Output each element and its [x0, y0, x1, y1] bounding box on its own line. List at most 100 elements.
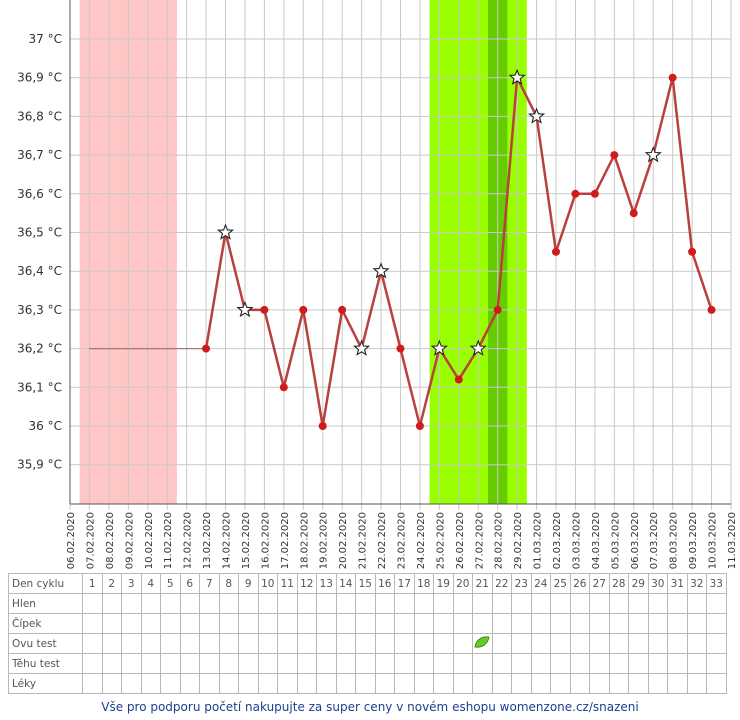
- table-cell[interactable]: [335, 653, 356, 674]
- table-cell[interactable]: [647, 673, 668, 694]
- table-cell[interactable]: [394, 653, 415, 674]
- table-cell[interactable]: [335, 633, 356, 654]
- table-cell[interactable]: [530, 593, 551, 614]
- table-cell[interactable]: [296, 673, 317, 694]
- table-cell[interactable]: [452, 593, 473, 614]
- table-cell[interactable]: [511, 653, 532, 674]
- table-cell[interactable]: 22: [491, 573, 512, 594]
- table-cell[interactable]: [374, 673, 395, 694]
- table-cell[interactable]: [218, 593, 239, 614]
- table-cell[interactable]: [667, 673, 688, 694]
- table-cell[interactable]: [413, 613, 434, 634]
- table-cell[interactable]: [433, 653, 454, 674]
- table-cell[interactable]: [491, 593, 512, 614]
- table-cell[interactable]: 19: [433, 573, 454, 594]
- table-cell[interactable]: [160, 593, 181, 614]
- table-cell[interactable]: [550, 653, 571, 674]
- table-cell[interactable]: 33: [706, 573, 727, 594]
- table-cell[interactable]: [433, 593, 454, 614]
- table-cell[interactable]: [199, 593, 220, 614]
- table-cell[interactable]: [433, 673, 454, 694]
- table-cell[interactable]: [667, 593, 688, 614]
- table-cell[interactable]: [218, 653, 239, 674]
- table-cell[interactable]: [82, 673, 103, 694]
- table-cell[interactable]: [101, 613, 122, 634]
- table-cell[interactable]: 16: [374, 573, 395, 594]
- table-cell[interactable]: [394, 613, 415, 634]
- table-cell[interactable]: [160, 653, 181, 674]
- table-cell[interactable]: [667, 653, 688, 674]
- table-cell[interactable]: [257, 633, 278, 654]
- table-cell[interactable]: [530, 653, 551, 674]
- table-cell[interactable]: 9: [238, 573, 259, 594]
- table-cell[interactable]: [511, 593, 532, 614]
- table-cell[interactable]: [569, 613, 590, 634]
- table-cell[interactable]: [140, 653, 161, 674]
- table-cell[interactable]: [608, 593, 629, 614]
- table-cell[interactable]: [589, 613, 610, 634]
- table-cell[interactable]: 32: [686, 573, 707, 594]
- table-cell[interactable]: 14: [335, 573, 356, 594]
- table-cell[interactable]: [199, 633, 220, 654]
- table-cell[interactable]: [199, 613, 220, 634]
- table-cell[interactable]: [140, 633, 161, 654]
- table-cell[interactable]: [355, 593, 376, 614]
- table-cell[interactable]: [491, 673, 512, 694]
- table-cell[interactable]: 26: [569, 573, 590, 594]
- table-cell[interactable]: [686, 593, 707, 614]
- table-cell[interactable]: [218, 673, 239, 694]
- table-cell[interactable]: 21: [472, 573, 493, 594]
- table-cell[interactable]: 2: [101, 573, 122, 594]
- table-cell[interactable]: [277, 673, 298, 694]
- table-cell[interactable]: [296, 633, 317, 654]
- table-cell[interactable]: [335, 613, 356, 634]
- table-cell[interactable]: [218, 633, 239, 654]
- table-cell[interactable]: [608, 633, 629, 654]
- table-cell[interactable]: [608, 653, 629, 674]
- table-cell[interactable]: [608, 673, 629, 694]
- table-cell[interactable]: [433, 633, 454, 654]
- table-cell[interactable]: [491, 613, 512, 634]
- table-cell[interactable]: [296, 593, 317, 614]
- table-cell[interactable]: [238, 673, 259, 694]
- table-cell[interactable]: [530, 673, 551, 694]
- table-cell[interactable]: [277, 593, 298, 614]
- table-cell[interactable]: [121, 673, 142, 694]
- table-cell[interactable]: [647, 653, 668, 674]
- table-cell[interactable]: [140, 613, 161, 634]
- table-cell[interactable]: [82, 593, 103, 614]
- table-cell[interactable]: [706, 653, 727, 674]
- table-cell[interactable]: 13: [316, 573, 337, 594]
- table-cell[interactable]: [686, 673, 707, 694]
- table-cell[interactable]: [121, 593, 142, 614]
- table-cell[interactable]: 4: [140, 573, 161, 594]
- table-cell[interactable]: [355, 653, 376, 674]
- table-cell[interactable]: [608, 613, 629, 634]
- table-cell[interactable]: 10: [257, 573, 278, 594]
- table-cell[interactable]: [277, 633, 298, 654]
- table-cell[interactable]: [335, 593, 356, 614]
- table-cell[interactable]: [686, 653, 707, 674]
- table-cell[interactable]: [316, 613, 337, 634]
- table-cell[interactable]: [511, 673, 532, 694]
- table-cell[interactable]: 25: [550, 573, 571, 594]
- table-cell[interactable]: 17: [394, 573, 415, 594]
- table-cell[interactable]: [550, 673, 571, 694]
- table-cell[interactable]: [472, 673, 493, 694]
- table-cell[interactable]: 28: [608, 573, 629, 594]
- table-cell[interactable]: [160, 613, 181, 634]
- table-cell[interactable]: [589, 673, 610, 694]
- table-cell[interactable]: 8: [218, 573, 239, 594]
- table-cell[interactable]: 5: [160, 573, 181, 594]
- table-cell[interactable]: [413, 653, 434, 674]
- table-cell[interactable]: 12: [296, 573, 317, 594]
- table-cell[interactable]: [569, 633, 590, 654]
- table-cell[interactable]: [413, 633, 434, 654]
- table-cell[interactable]: 29: [628, 573, 649, 594]
- table-cell[interactable]: [394, 593, 415, 614]
- table-cell[interactable]: [647, 613, 668, 634]
- table-cell[interactable]: [569, 673, 590, 694]
- table-cell[interactable]: 3: [121, 573, 142, 594]
- table-cell[interactable]: 15: [355, 573, 376, 594]
- table-cell[interactable]: [238, 653, 259, 674]
